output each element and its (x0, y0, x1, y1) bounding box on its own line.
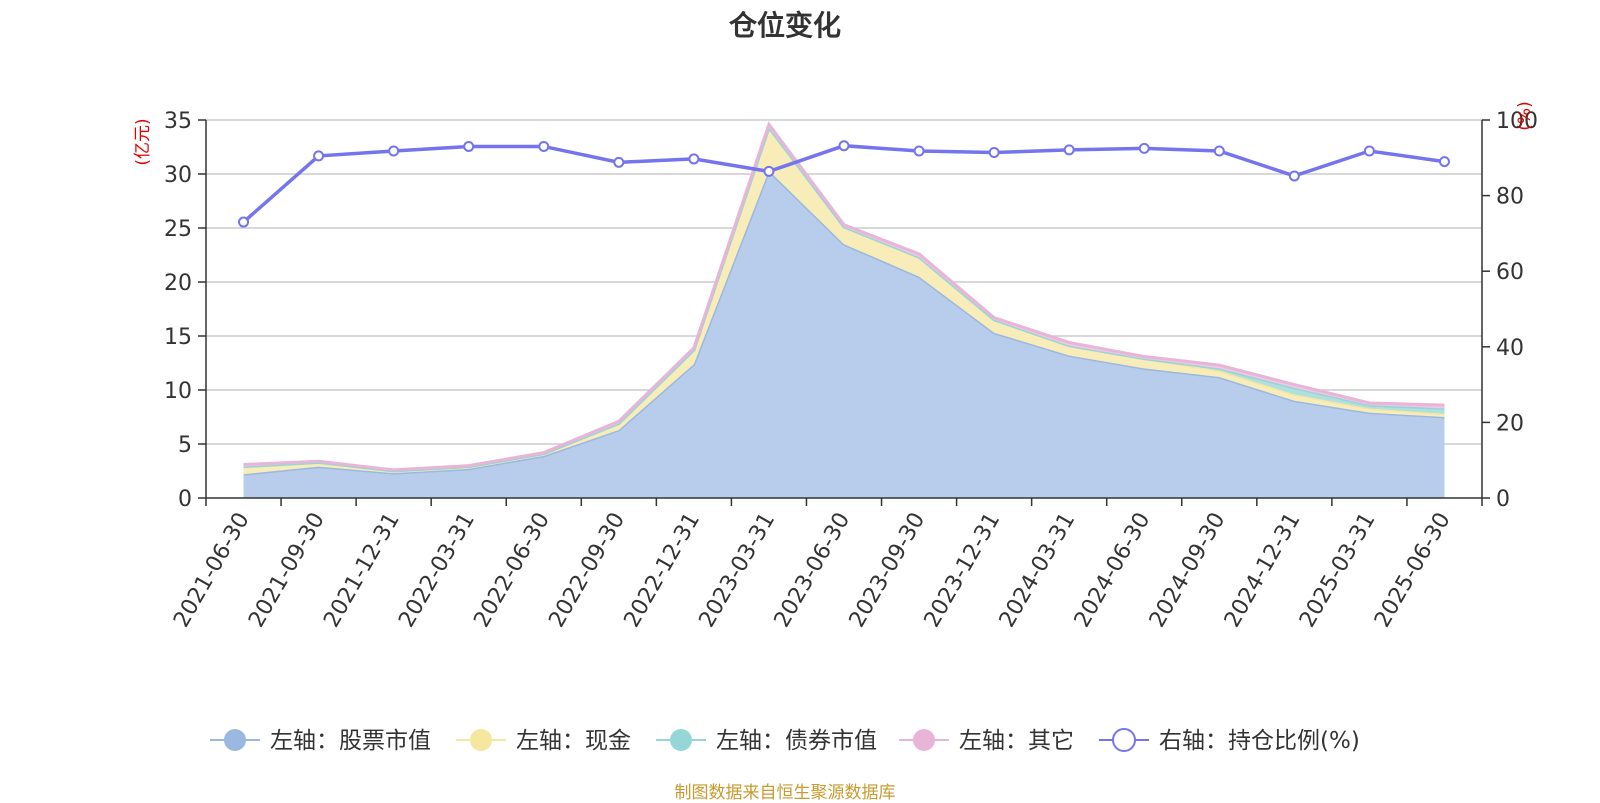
legend-label: 左轴：股票市值 (270, 728, 431, 754)
legend-marker (224, 729, 246, 751)
right-axis-unit: (%) (1515, 101, 1535, 130)
right-axis-tick-label: 60 (1496, 260, 1524, 285)
ratio-point (538, 140, 550, 152)
x-axis-tick-label: 2023-06-30 (770, 509, 856, 632)
ratio-point (1213, 145, 1225, 157)
ratio-line-layer (238, 140, 1450, 228)
left-axis-tick-label: 5 (178, 433, 192, 458)
ratio-point (388, 145, 400, 157)
x-axis-tick-label: 2024-12-31 (1220, 509, 1306, 632)
x-axis-tick-label: 2025-03-31 (1295, 509, 1381, 632)
x-axis-tick-label: 2022-03-31 (394, 509, 480, 632)
legend-marker (670, 729, 692, 751)
ratio-point (613, 156, 625, 168)
ratio-point (1063, 144, 1075, 156)
ratio-point (1438, 156, 1450, 168)
ratio-point (1138, 142, 1150, 154)
left-axis-tick-label: 0 (178, 487, 192, 512)
x-axis-tick-label: 2021-09-30 (244, 509, 330, 632)
legend-marker (470, 729, 492, 751)
legend-label: 左轴：现金 (516, 728, 631, 754)
right-axis-tick-label: 0 (1496, 487, 1510, 512)
left-axis-tick-label: 25 (164, 217, 192, 242)
x-axis-tick-label: 2021-06-30 (169, 509, 255, 632)
left-axis-tick-label: 15 (164, 325, 192, 350)
ratio-point (763, 165, 775, 177)
ratio-point (838, 140, 850, 152)
left-axis-tick-label: 10 (164, 379, 192, 404)
ratio-point (688, 153, 700, 165)
x-axis-tick-label: 2022-09-30 (544, 509, 630, 632)
data-source-note: 制图数据来自恒生聚源数据库 (674, 783, 896, 803)
legend-label: 左轴：债券市值 (716, 728, 877, 754)
ratio-point (1288, 170, 1300, 182)
ratio-point (238, 216, 250, 228)
x-axis-tick-label: 2024-06-30 (1070, 509, 1156, 632)
right-axis-tick-label: 20 (1496, 411, 1524, 436)
left-axis-tick-label: 20 (164, 271, 192, 296)
legend-marker (913, 729, 935, 751)
left-axis-tick-label: 30 (164, 163, 192, 188)
ratio-point (313, 150, 325, 162)
right-axis-tick-label: 100 (1496, 109, 1538, 134)
chart-title: 仓位变化 (728, 9, 841, 42)
legend[interactable]: 左轴：股票市值 左轴：现金 左轴：债券市值 左轴：其它 右轴：持仓比例(%) (210, 728, 1360, 754)
right-axis-tick-label: 40 (1496, 336, 1524, 361)
ratio-point (913, 145, 925, 157)
left-axis-tick-label: 35 (164, 109, 192, 134)
left-axis-unit: (亿元) (133, 118, 153, 165)
x-axis-tick-label: 2022-06-30 (469, 509, 555, 632)
ratio-point (1363, 145, 1375, 157)
x-axis-tick-label: 2021-12-31 (319, 509, 405, 632)
ratio-point (463, 140, 475, 152)
area-edge-左轴：其它 (243, 121, 1445, 472)
ratio-line (242, 143, 1445, 224)
x-axis-tick-label: 2023-12-31 (920, 509, 1006, 632)
x-axis-tick-label: 2023-09-30 (845, 509, 931, 632)
right-axis-tick-label: 80 (1496, 185, 1524, 210)
x-axis-tick-label: 2023-03-31 (695, 509, 781, 632)
x-axis-tick-label: 2022-12-31 (619, 509, 705, 632)
legend-label: 左轴：其它 (959, 728, 1074, 754)
ratio-point (988, 147, 1000, 159)
x-axis-tick-label: 2025-06-30 (1370, 509, 1456, 632)
x-axis-tick-label: 2024-03-31 (995, 509, 1081, 632)
area-左轴：股票市值 (243, 170, 1445, 498)
stacked-areas (243, 121, 1445, 498)
legend-label: 右轴：持仓比例(%) (1159, 728, 1360, 754)
legend-marker (1112, 728, 1136, 752)
x-axis-tick-label: 2024-09-30 (1145, 509, 1231, 632)
